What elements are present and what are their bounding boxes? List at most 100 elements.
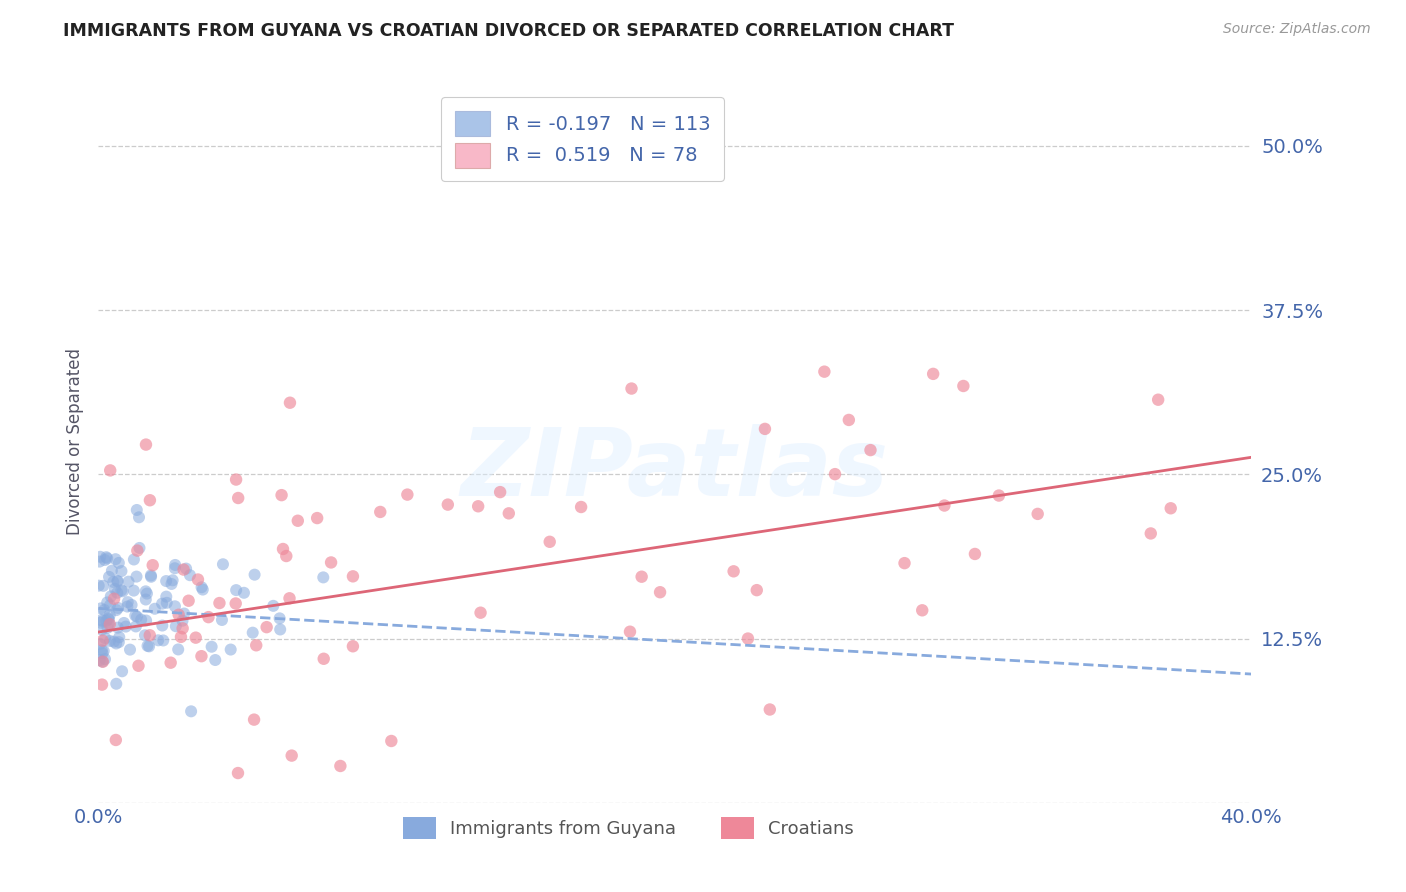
Point xyxy=(190,649,212,664)
Point xyxy=(342,640,364,654)
Point xyxy=(160,577,183,591)
Point xyxy=(108,556,131,570)
Point xyxy=(165,619,187,633)
Point xyxy=(173,607,195,621)
Point xyxy=(155,574,177,588)
Point xyxy=(89,549,111,564)
Point xyxy=(437,498,460,512)
Point xyxy=(204,653,226,667)
Point xyxy=(243,567,266,582)
Point xyxy=(723,564,745,578)
Point xyxy=(117,595,139,609)
Point xyxy=(380,734,402,748)
Point xyxy=(754,422,776,436)
Point xyxy=(91,633,114,648)
Point xyxy=(498,506,520,520)
Point xyxy=(167,607,190,622)
Point xyxy=(103,591,125,606)
Point xyxy=(97,611,120,625)
Point xyxy=(952,379,974,393)
Point xyxy=(139,493,162,508)
Point xyxy=(108,630,131,644)
Point xyxy=(122,583,145,598)
Point xyxy=(143,601,166,615)
Point xyxy=(1147,392,1170,407)
Point xyxy=(342,569,364,583)
Point xyxy=(648,585,671,599)
Point xyxy=(136,639,159,653)
Point xyxy=(219,642,242,657)
Point xyxy=(156,596,179,610)
Point xyxy=(94,553,117,567)
Point xyxy=(108,635,131,649)
Point xyxy=(180,704,202,718)
Text: ZIPatlas: ZIPatlas xyxy=(461,425,889,516)
Point xyxy=(312,652,335,666)
Point xyxy=(91,646,114,660)
Point xyxy=(107,601,129,615)
Point xyxy=(91,655,114,669)
Point xyxy=(90,601,112,615)
Point xyxy=(127,543,149,558)
Point xyxy=(893,556,915,570)
Point xyxy=(104,733,127,747)
Point xyxy=(122,552,145,566)
Point xyxy=(155,590,177,604)
Point xyxy=(97,616,120,631)
Point xyxy=(91,614,114,628)
Point xyxy=(90,643,112,657)
Point xyxy=(276,549,298,563)
Point xyxy=(136,586,159,600)
Point xyxy=(105,677,128,691)
Point xyxy=(139,568,162,582)
Point xyxy=(538,534,561,549)
Point xyxy=(112,615,135,630)
Point xyxy=(271,541,294,556)
Point xyxy=(93,644,115,658)
Point xyxy=(100,590,122,604)
Point xyxy=(105,603,128,617)
Point xyxy=(201,640,224,654)
Point xyxy=(208,596,231,610)
Point xyxy=(107,621,129,635)
Point xyxy=(269,623,291,637)
Point xyxy=(225,597,247,611)
Y-axis label: Divorced or Separated: Divorced or Separated xyxy=(66,348,84,535)
Point xyxy=(319,556,342,570)
Point xyxy=(89,653,111,667)
Point xyxy=(307,511,329,525)
Point xyxy=(93,603,115,617)
Point xyxy=(118,642,141,657)
Point xyxy=(396,487,419,501)
Point xyxy=(94,652,117,666)
Point xyxy=(117,574,139,589)
Point xyxy=(934,499,956,513)
Point xyxy=(129,613,152,627)
Point xyxy=(312,570,335,584)
Point xyxy=(256,620,278,634)
Point xyxy=(91,655,114,669)
Point xyxy=(569,500,592,514)
Point xyxy=(148,633,170,648)
Point xyxy=(233,586,256,600)
Point xyxy=(197,610,219,624)
Point xyxy=(110,583,132,598)
Point xyxy=(89,637,111,651)
Point xyxy=(152,633,174,648)
Point xyxy=(1139,526,1161,541)
Point xyxy=(226,766,249,780)
Point xyxy=(179,568,201,582)
Point xyxy=(90,623,112,637)
Point xyxy=(226,491,249,505)
Point xyxy=(96,550,118,565)
Point xyxy=(963,547,986,561)
Point xyxy=(187,573,209,587)
Point xyxy=(150,618,173,632)
Point xyxy=(90,613,112,627)
Point xyxy=(89,555,111,569)
Point xyxy=(105,574,128,589)
Point xyxy=(163,599,186,614)
Point xyxy=(243,713,266,727)
Point xyxy=(165,558,187,572)
Point xyxy=(96,621,118,635)
